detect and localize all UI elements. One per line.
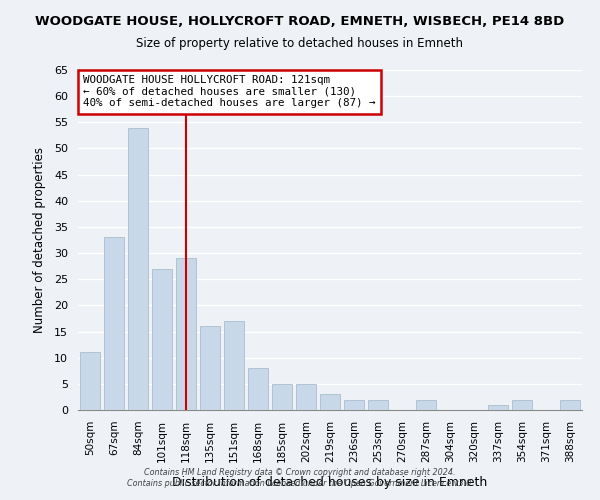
Bar bbox=[368, 400, 388, 410]
Bar bbox=[272, 384, 292, 410]
Bar bbox=[224, 321, 244, 410]
Bar bbox=[512, 400, 532, 410]
Text: Size of property relative to detached houses in Emneth: Size of property relative to detached ho… bbox=[137, 38, 464, 51]
Text: WOODGATE HOUSE, HOLLYCROFT ROAD, EMNETH, WISBECH, PE14 8BD: WOODGATE HOUSE, HOLLYCROFT ROAD, EMNETH,… bbox=[35, 15, 565, 28]
Y-axis label: Number of detached properties: Number of detached properties bbox=[33, 147, 46, 333]
Bar bbox=[320, 394, 340, 410]
Text: Contains HM Land Registry data © Crown copyright and database right 2024.
Contai: Contains HM Land Registry data © Crown c… bbox=[127, 468, 473, 487]
Bar bbox=[344, 400, 364, 410]
Bar bbox=[416, 400, 436, 410]
Text: WOODGATE HOUSE HOLLYCROFT ROAD: 121sqm
← 60% of detached houses are smaller (130: WOODGATE HOUSE HOLLYCROFT ROAD: 121sqm ←… bbox=[83, 75, 376, 108]
Bar bbox=[80, 352, 100, 410]
Bar bbox=[488, 405, 508, 410]
Bar bbox=[248, 368, 268, 410]
Bar bbox=[128, 128, 148, 410]
Bar bbox=[200, 326, 220, 410]
Bar bbox=[152, 269, 172, 410]
Bar bbox=[560, 400, 580, 410]
Bar bbox=[176, 258, 196, 410]
Bar bbox=[296, 384, 316, 410]
Bar bbox=[104, 238, 124, 410]
X-axis label: Distribution of detached houses by size in Emneth: Distribution of detached houses by size … bbox=[172, 476, 488, 488]
